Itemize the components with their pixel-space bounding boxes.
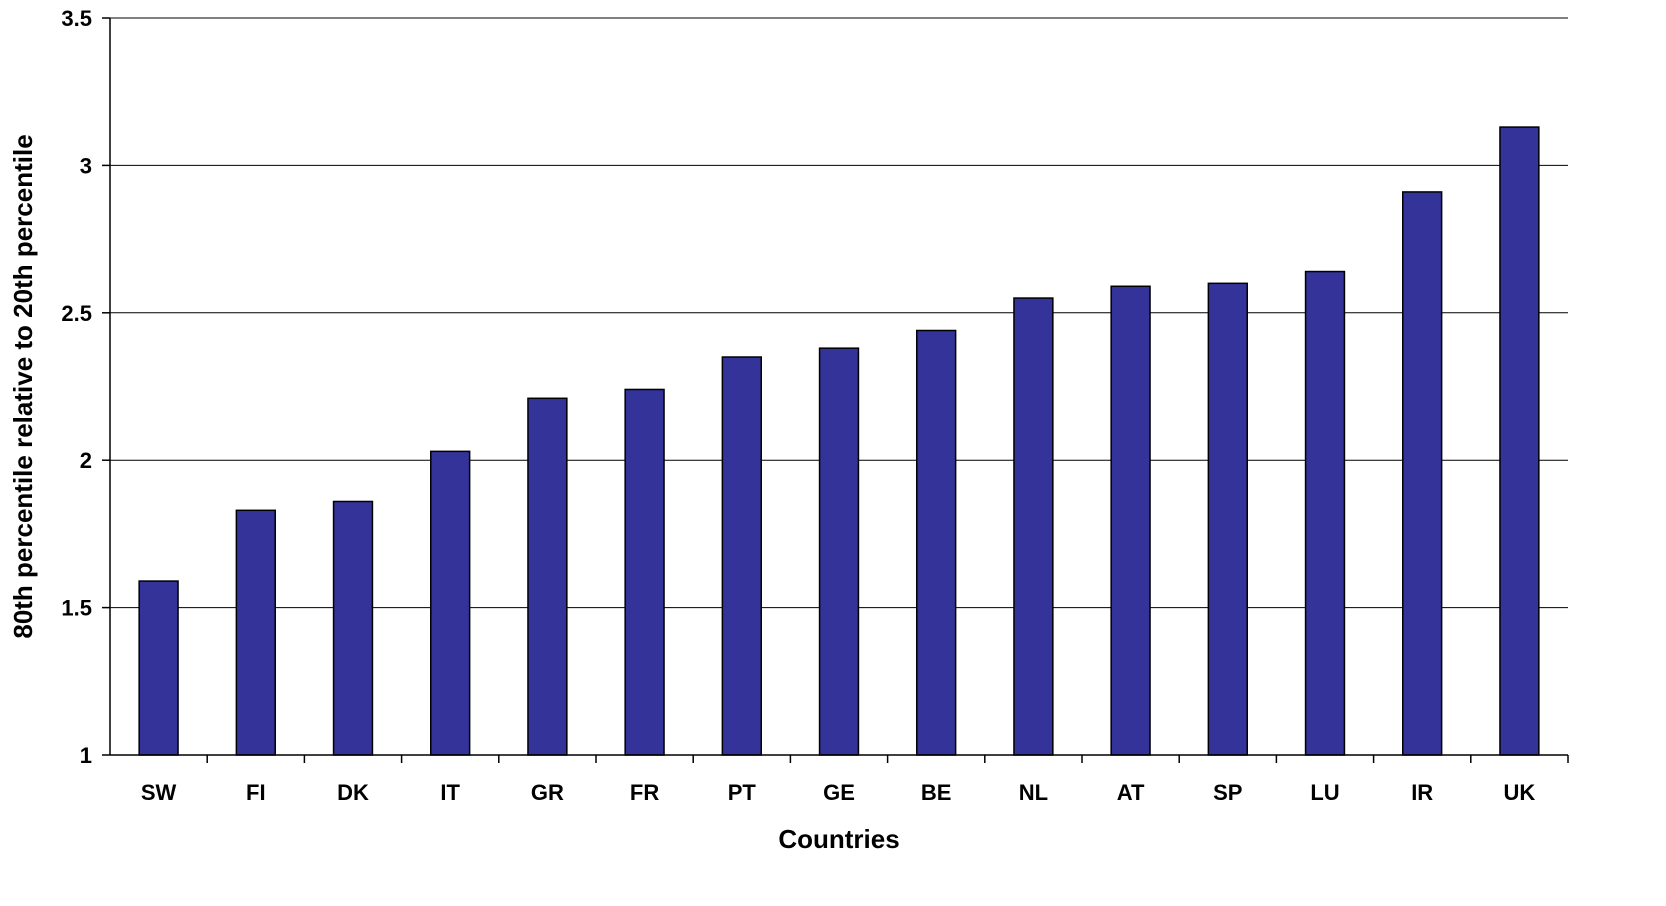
x-axis-title: Countries [778,824,899,854]
bar-sp [1207,282,1248,756]
x-tick-label: DK [337,780,369,805]
bar-lu [1304,270,1346,756]
bar-dk [332,500,374,756]
bar-be [916,329,957,756]
x-tick-label: FR [630,780,659,805]
axes [109,18,1568,756]
y-tick-label: 2 [80,448,92,473]
x-tick-label: PT [728,780,757,805]
bar-fr [624,388,665,756]
x-tick-label: GR [531,780,564,805]
bar-sw [138,580,179,756]
x-tick-label: LU [1310,780,1339,805]
bar-nl [1013,297,1054,756]
bar-fi [235,509,276,756]
y-axis-title: 80th percentile relative to 20th percent… [8,134,38,638]
x-tick-label: AT [1117,780,1145,805]
y-tick-label: 3 [80,153,92,178]
bar-ge [818,347,860,756]
bar-gr [527,397,568,756]
x-tick-label: FI [246,780,266,805]
y-tick-label: 1 [80,743,92,768]
x-ticks: SW FI DK IT GR FR PT GE BE NL AT SP LU IR UK [141,755,1569,805]
x-tick-label: NL [1019,780,1048,805]
y-tick-label: 1.5 [61,596,92,621]
x-tick-label: SP [1213,780,1242,805]
y-ticks: 1 1.5 2 2.5 3 3.5 [61,6,110,768]
y-tick-label: 2.5 [61,301,92,326]
y-tick-label: 3.5 [61,6,92,31]
x-tick-label: SW [141,780,177,805]
bar-pt [721,356,762,756]
x-tick-label: BE [921,780,952,805]
x-tick-label: IT [440,780,460,805]
bars [138,126,1540,756]
bar-uk [1499,126,1540,756]
x-tick-label: GE [823,780,855,805]
x-tick-label: UK [1504,780,1536,805]
bar-at [1110,285,1151,756]
bar-it [430,450,471,756]
bar-ir [1402,191,1443,756]
x-tick-label: IR [1411,780,1433,805]
